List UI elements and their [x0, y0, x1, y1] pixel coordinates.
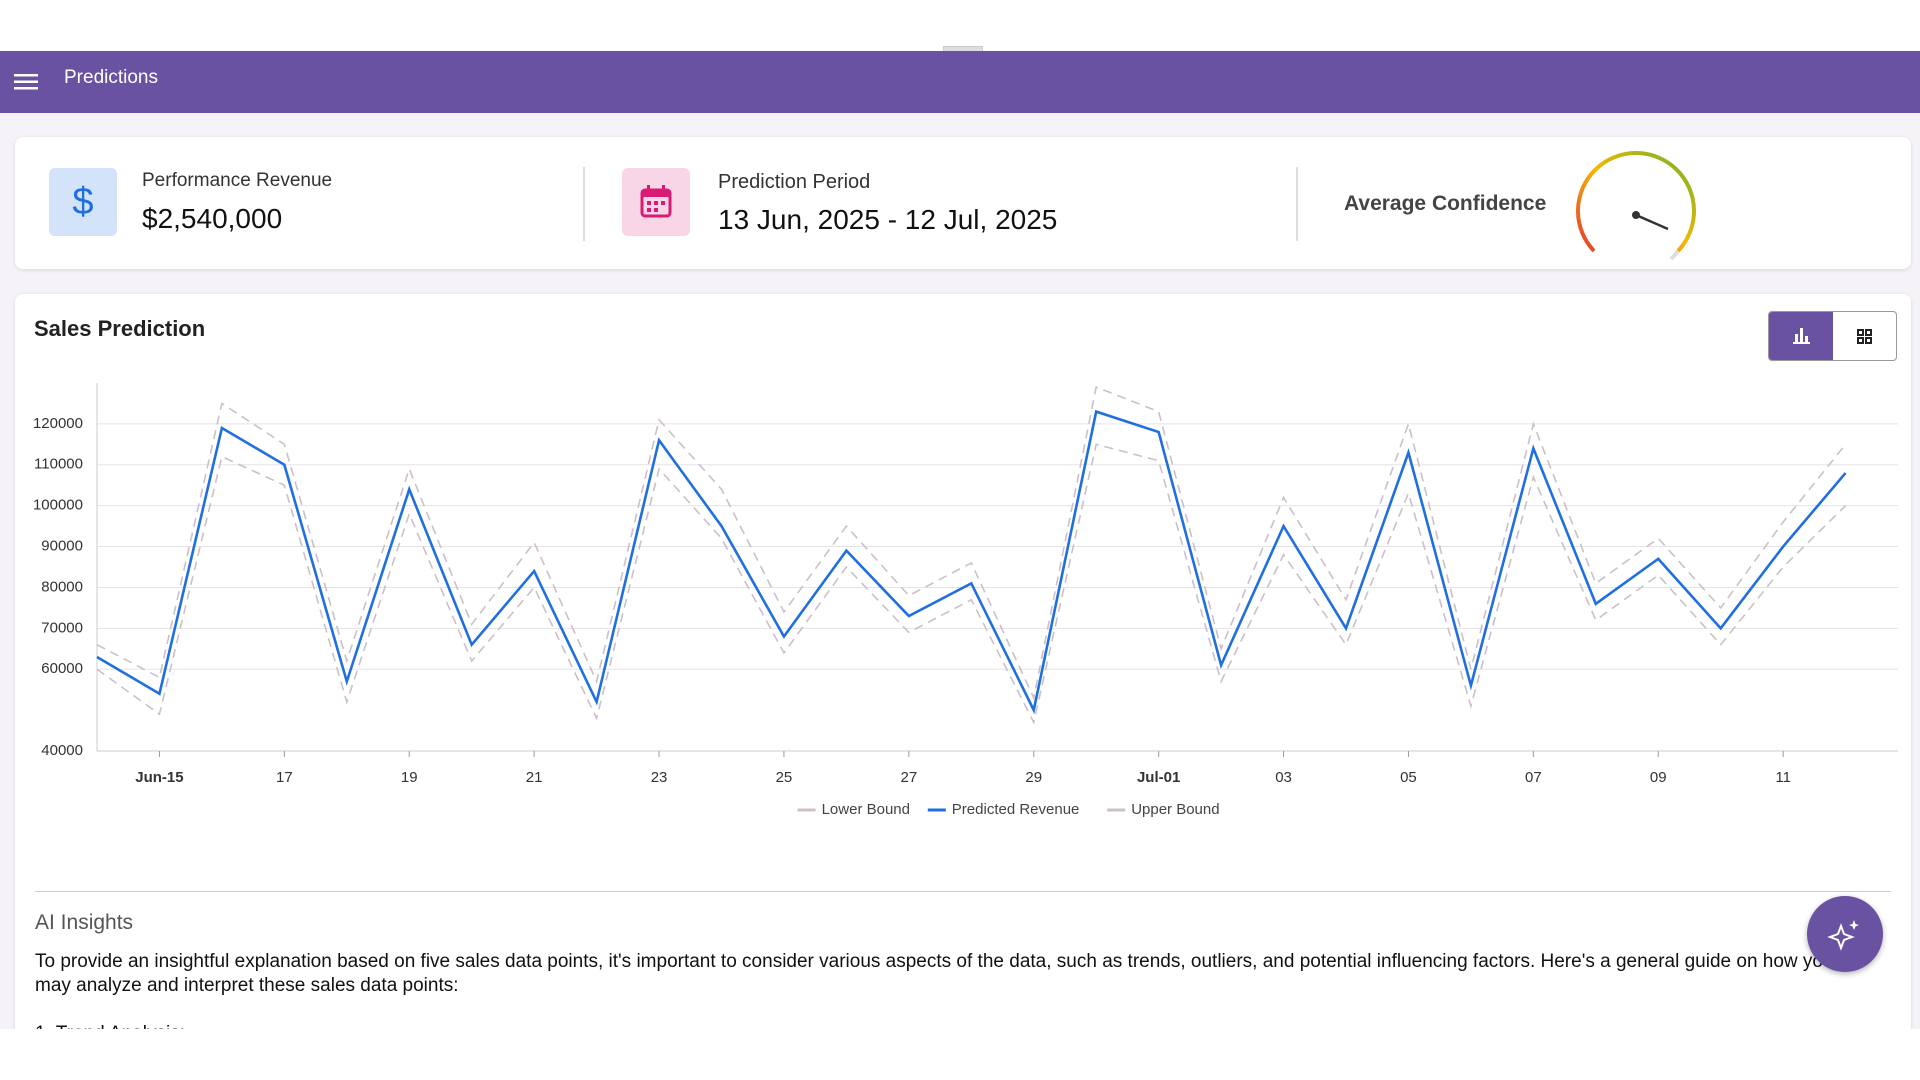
x-tick-label: 17	[276, 769, 293, 786]
divider	[583, 167, 585, 241]
y-tick-label: 80000	[41, 578, 83, 595]
x-tick-label: 29	[1025, 769, 1042, 786]
page-title: Predictions	[64, 67, 158, 88]
ai-assistant-button[interactable]	[1807, 896, 1883, 972]
x-tick-label: 21	[526, 769, 543, 786]
revenue-label: Performance Revenue	[142, 170, 333, 191]
calendar-icon	[622, 168, 690, 236]
chart-card: Sales Prediction 40000 60000 70000 80000 900…	[15, 294, 1911, 1029]
x-tick-label: 03	[1275, 769, 1292, 786]
x-tick-label: 09	[1650, 769, 1667, 786]
sales-chart: 40000 60000 70000 80000 90000 100000 110000 120…	[33, 383, 1898, 818]
x-tick-label: 05	[1400, 769, 1417, 786]
y-tick-label: 40000	[41, 742, 83, 759]
x-tick-label: 27	[901, 769, 918, 786]
insights-title: AI Insights	[35, 911, 134, 934]
y-tick-label: 120000	[33, 415, 83, 432]
x-tick-label: 19	[401, 769, 418, 786]
insight-line: To provide an insightful explanation bas…	[35, 951, 1834, 996]
y-tick-label: 90000	[41, 538, 83, 555]
top-bar: Predictions	[0, 51, 1920, 113]
grid-view-button[interactable]	[1833, 312, 1896, 360]
series-line	[96, 409, 1847, 715]
period-value: 13 Jun, 2025 - 12 Jul, 2025	[718, 204, 1058, 235]
x-tick-label: 23	[651, 769, 668, 786]
chart-title: Sales Prediction	[34, 316, 206, 341]
period-label: Prediction Period	[718, 171, 871, 193]
y-tick-label: 100000	[33, 497, 83, 514]
y-tick-label: 60000	[41, 660, 83, 677]
confidence-label: Average Confidence	[1344, 192, 1547, 215]
legend-label: Predicted Revenue	[952, 801, 1080, 818]
divider	[1296, 167, 1298, 241]
x-tick-label: Jun-15	[135, 769, 183, 786]
view-toggle	[1768, 311, 1897, 361]
y-tick-label: 110000	[34, 456, 83, 473]
x-tick-label: 25	[776, 769, 793, 786]
legend-label: Lower Bound	[822, 801, 910, 818]
revenue-value: $2,540,000	[142, 203, 283, 234]
confidence-gauge	[1576, 151, 1696, 261]
divider	[35, 891, 1891, 892]
legend-label: Upper Bound	[1131, 801, 1219, 818]
menu-button[interactable]	[13, 68, 41, 96]
insight-line: 1. Trend Analysis:	[35, 1022, 1865, 1029]
x-tick-label: 11	[1775, 769, 1791, 786]
y-tick-label: 70000	[41, 619, 83, 636]
dollar-icon: $	[49, 168, 117, 236]
series-line	[96, 385, 1847, 701]
series-line	[96, 443, 1847, 725]
app: Predictions $ Performance Revenue $2,540…	[0, 51, 1920, 1029]
insights-text: To provide an insightful explanation bas…	[35, 950, 1865, 1029]
kpi-card: $ Performance Revenue $2,540,000 Predict…	[15, 137, 1911, 269]
chart-view-button[interactable]	[1769, 312, 1833, 360]
x-tick-label: 07	[1525, 769, 1542, 786]
x-tick-label: Jul-01	[1137, 769, 1180, 786]
